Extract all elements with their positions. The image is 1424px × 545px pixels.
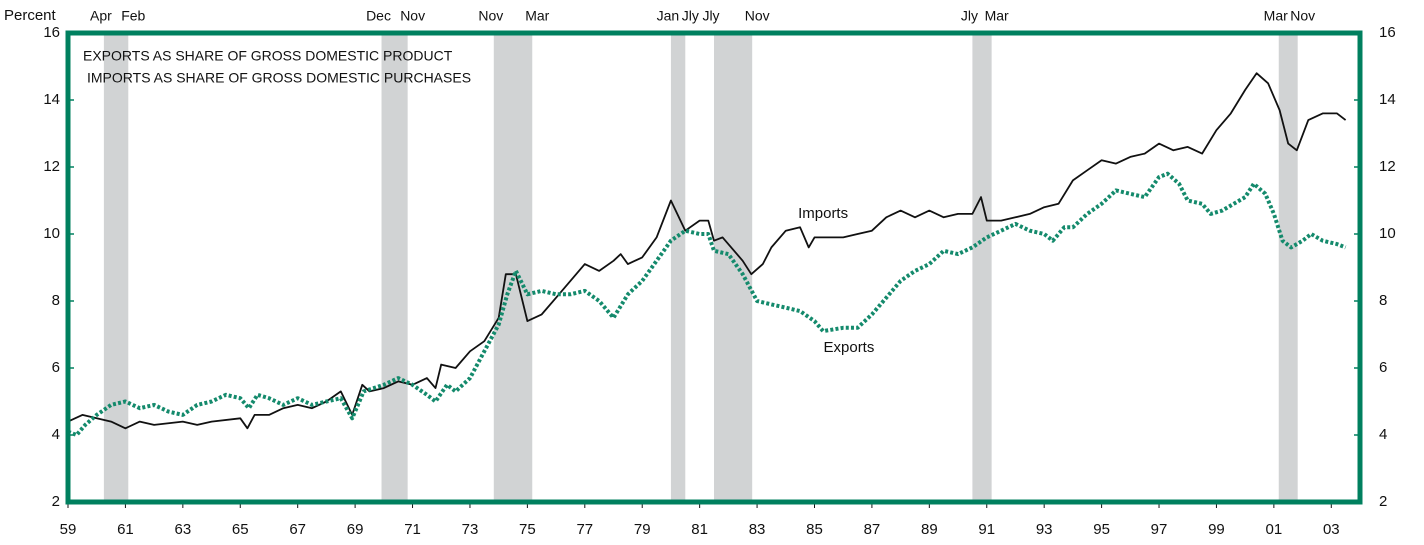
recession-band bbox=[103, 33, 129, 502]
recession-end-label: Mar bbox=[985, 8, 1009, 24]
recession-end-label: Nov bbox=[745, 8, 770, 24]
y2-tick-label: 12 bbox=[1379, 158, 1396, 175]
y-tick-label: 10 bbox=[43, 225, 60, 242]
recession-end-label: Nov bbox=[400, 8, 425, 24]
recession-end-label: Feb bbox=[121, 8, 145, 24]
y-tick-label: 12 bbox=[43, 158, 60, 175]
y2-tick-label: 10 bbox=[1379, 225, 1396, 242]
plot-frame bbox=[65, 30, 1363, 505]
x-tick-label: 87 bbox=[864, 521, 881, 538]
series-line bbox=[67, 72, 1347, 430]
recession-start-label: Mar bbox=[1264, 8, 1288, 24]
x-tick-label: 03 bbox=[1323, 521, 1340, 538]
recession-start-label: Nov bbox=[478, 8, 503, 24]
series-label: Imports bbox=[798, 205, 848, 222]
recession-end-label: Mar bbox=[525, 8, 549, 24]
x-tick-label: 69 bbox=[347, 521, 364, 538]
x-tick-label: 97 bbox=[1151, 521, 1168, 538]
x-tick-label: 75 bbox=[519, 521, 536, 538]
x-tick-label: 65 bbox=[232, 521, 249, 538]
y-tick-label: 4 bbox=[52, 426, 60, 443]
x-tick-label: 63 bbox=[175, 521, 192, 538]
x-tick-label: 83 bbox=[749, 521, 766, 538]
x-tick-label: 95 bbox=[1093, 521, 1110, 538]
y-tick-label: 16 bbox=[43, 24, 60, 41]
x-tick-label: 67 bbox=[289, 521, 306, 538]
x-tick-label: 93 bbox=[1036, 521, 1053, 538]
x-tick-label: 99 bbox=[1208, 521, 1225, 538]
y2-tick-label: 2 bbox=[1379, 493, 1387, 510]
recession-band bbox=[493, 33, 533, 502]
note: IMPORTS AS SHARE OF GROSS DOMESTIC PURCH… bbox=[87, 70, 471, 86]
y2-tick-label: 6 bbox=[1379, 359, 1387, 376]
y-tick-label: 2 bbox=[52, 493, 60, 510]
y2-tick-label: 14 bbox=[1379, 91, 1396, 108]
series-label: Exports bbox=[824, 339, 875, 356]
x-tick-label: 01 bbox=[1266, 521, 1283, 538]
recession-end-label: Nov bbox=[1290, 8, 1315, 24]
y2-tick-label: 8 bbox=[1379, 292, 1387, 309]
x-tick-label: 59 bbox=[60, 521, 77, 538]
x-tick-label: 77 bbox=[576, 521, 593, 538]
recession-start-label: Jly bbox=[961, 8, 978, 24]
x-tick-label: 89 bbox=[921, 521, 938, 538]
y2-tick-label: 4 bbox=[1379, 426, 1387, 443]
x-tick-label: 85 bbox=[806, 521, 823, 538]
note: EXPORTS AS SHARE OF GROSS DOMESTIC PRODU… bbox=[83, 48, 453, 64]
x-tick-label: 81 bbox=[691, 521, 708, 538]
x-tick-label: 73 bbox=[462, 521, 479, 538]
recession-band bbox=[972, 33, 992, 502]
y-tick-label: 14 bbox=[43, 91, 60, 108]
recession-end-label: Jly bbox=[682, 8, 699, 24]
recession-band bbox=[381, 33, 408, 502]
y-tick-label: 8 bbox=[52, 292, 60, 309]
recession-start-label: Apr bbox=[90, 8, 112, 24]
series-line bbox=[67, 171, 1347, 437]
recession-start-label: Jan bbox=[657, 8, 680, 24]
y-tick-label: 6 bbox=[52, 359, 60, 376]
x-tick-label: 91 bbox=[978, 521, 995, 538]
recession-band bbox=[670, 33, 686, 502]
recession-band bbox=[1278, 33, 1298, 502]
x-tick-label: 71 bbox=[404, 521, 421, 538]
x-tick-label: 61 bbox=[117, 521, 134, 538]
recession-start-label: Jly bbox=[702, 8, 719, 24]
y2-tick-label: 16 bbox=[1379, 24, 1396, 41]
recession-start-label: Dec bbox=[366, 8, 391, 24]
y-axis-label: Percent bbox=[4, 7, 57, 24]
recession-band bbox=[714, 33, 753, 502]
x-tick-label: 79 bbox=[634, 521, 651, 538]
